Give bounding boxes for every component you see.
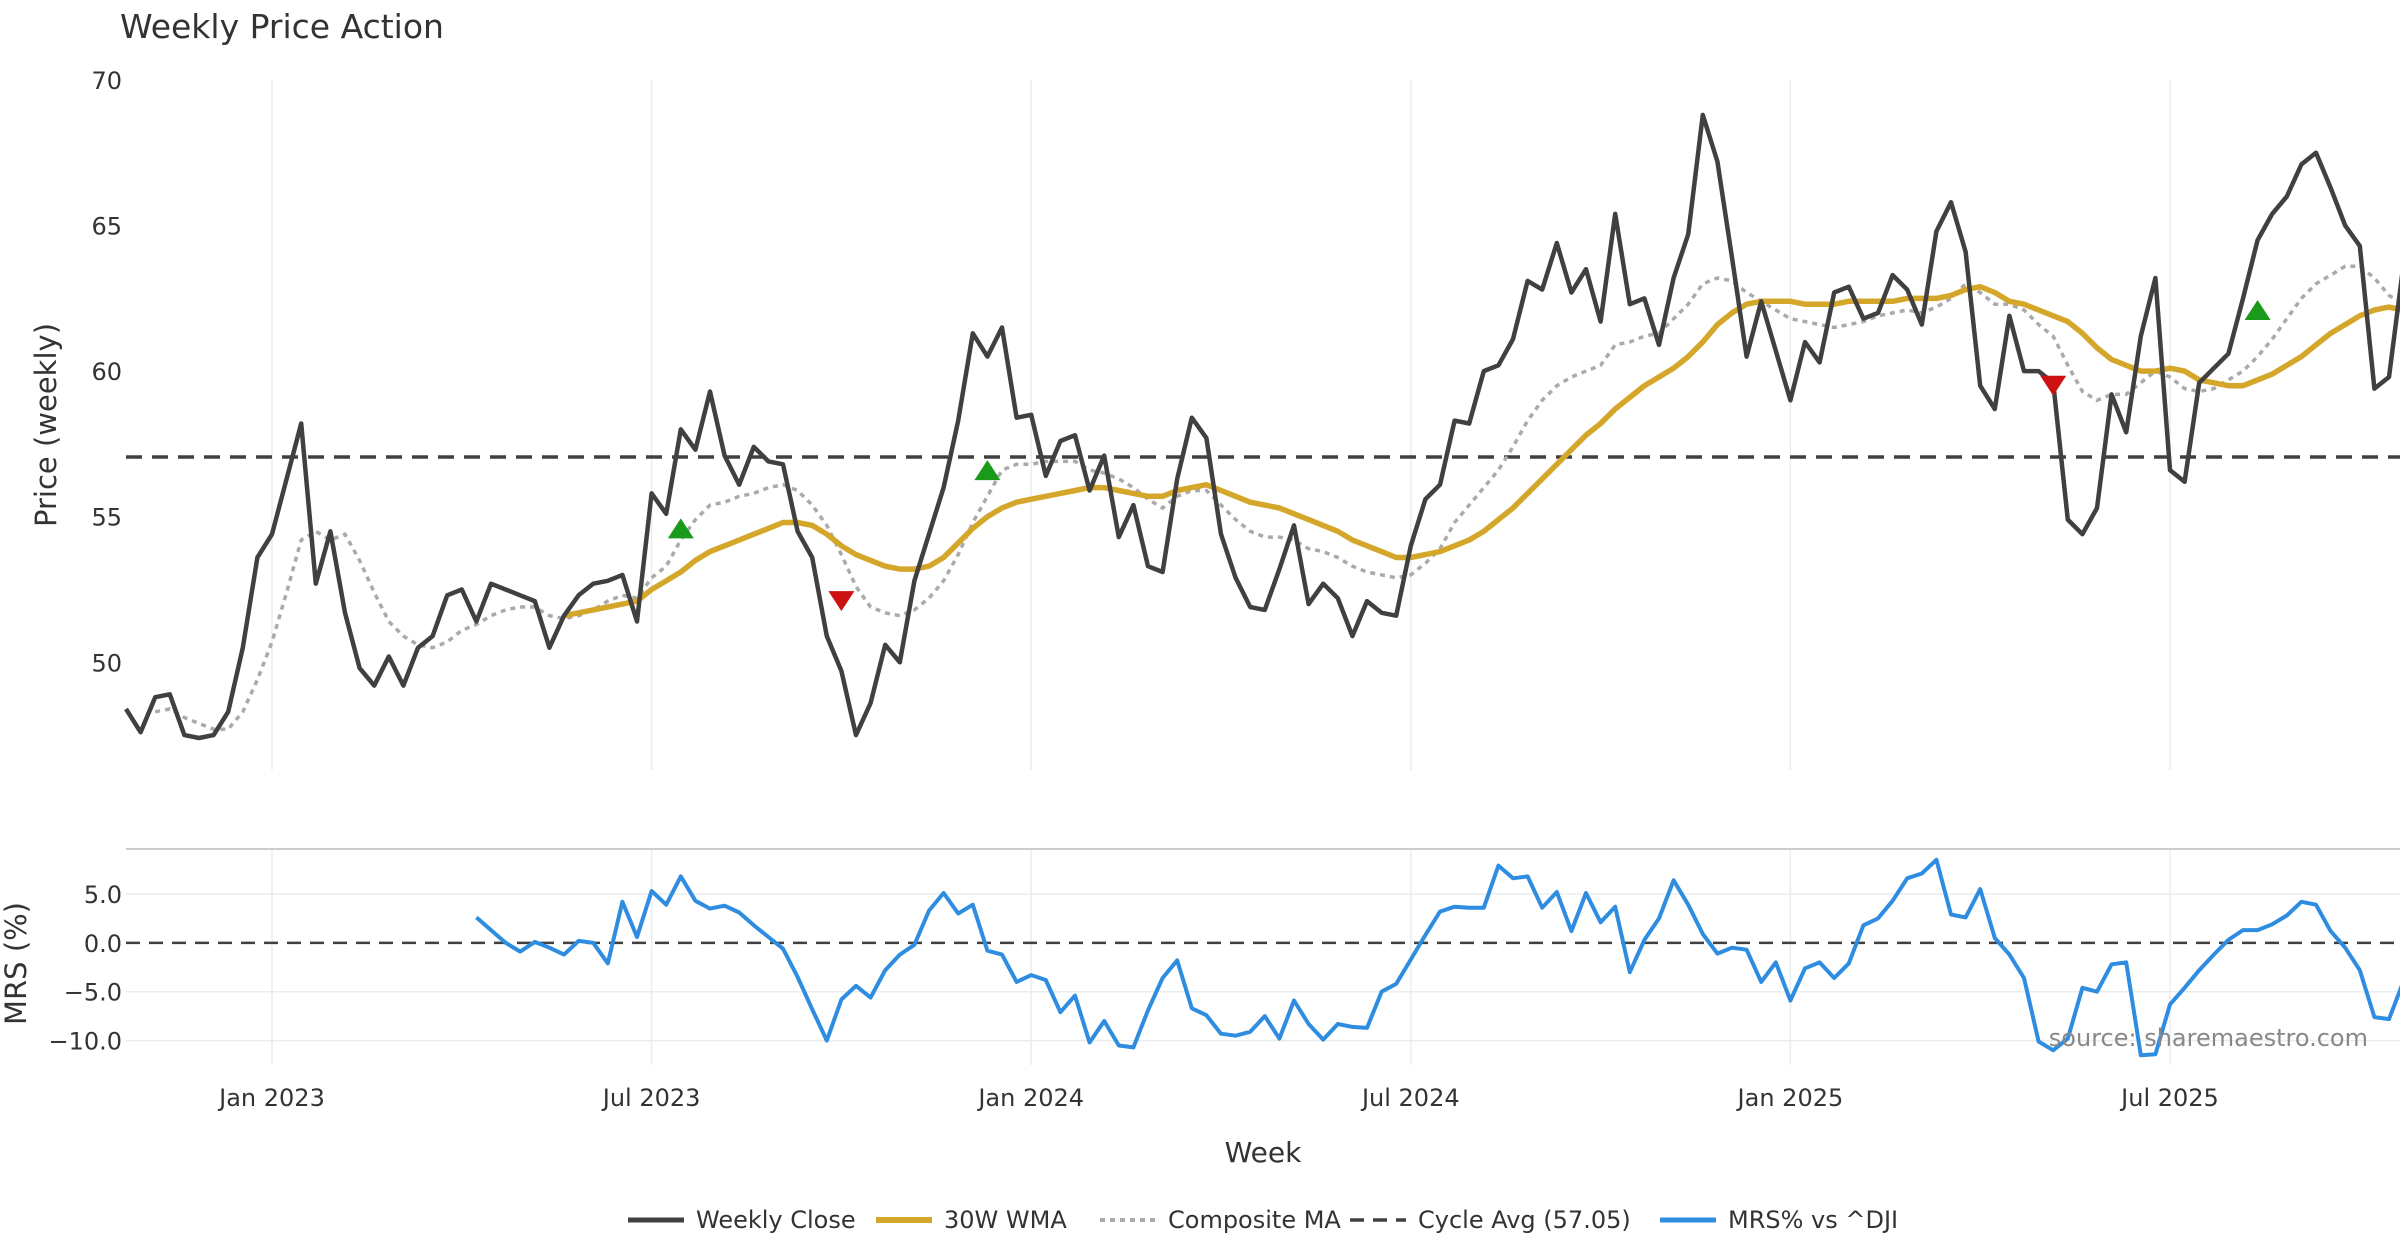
mrs-line — [475, 857, 2400, 1058]
x-tick-label: Jan 2023 — [217, 1084, 325, 1112]
mrs-y-axis-label: MRS (%) — [0, 902, 33, 1025]
composite-ma-line — [154, 264, 2400, 731]
mrs-ytick-label: −5.0 — [64, 979, 122, 1007]
price-ytick-label: 55 — [91, 504, 122, 532]
legend-label: Cycle Avg (57.05) — [1418, 1206, 1631, 1234]
legend-label: Weekly Close — [696, 1206, 856, 1234]
price-ytick-label: 60 — [91, 358, 122, 386]
mrs-ytick-label: 5.0 — [84, 881, 122, 909]
buy-signal-marker — [974, 460, 1001, 481]
chart-title: Weekly Price Action — [120, 7, 444, 46]
legend-label: Composite MA — [1168, 1206, 1341, 1234]
sell-signal-marker — [828, 591, 855, 612]
mrs-ytick-label: −10.0 — [48, 1028, 122, 1056]
price-ytick-label: 65 — [91, 213, 122, 241]
x-tick-label: Jul 2024 — [1360, 1084, 1460, 1112]
x-tick-label: Jul 2025 — [2119, 1084, 2219, 1112]
legend-label: 30W WMA — [944, 1206, 1067, 1234]
wma-30-line — [563, 283, 2400, 619]
x-axis: Jan 2023 Jul 2023 Jan 2024 Jul 2024 Jan 2025… — [217, 1084, 2219, 1112]
price-ytick-label: 50 — [91, 649, 122, 677]
price-ytick-label: 70 — [91, 67, 122, 95]
sell-signal-marker — [2040, 375, 2067, 396]
vertical-gridlines — [271, 80, 2171, 1065]
mrs-panel: 5.0 0.0 −5.0 −10.0 MRS (%) — [0, 848, 2400, 1058]
legend-label: MRS% vs ^DJI — [1728, 1206, 1898, 1234]
x-tick-label: Jan 2024 — [976, 1084, 1084, 1112]
weekly-close-line — [124, 112, 2400, 741]
price-panel: 50 55 60 65 70 Price (weekly) — [29, 67, 2400, 741]
buy-signal-marker — [2244, 300, 2271, 320]
x-tick-label: Jul 2023 — [601, 1084, 701, 1112]
price-y-axis-label: Price (weekly) — [29, 323, 63, 527]
legend: Weekly Close 30W WMA Composite MA Cycle Avg… — [628, 1206, 1898, 1234]
source-note: source: sharemaestro.com — [2049, 1024, 2368, 1052]
x-tick-label: Jan 2025 — [1736, 1084, 1844, 1112]
mrs-ytick-label: 0.0 — [84, 930, 122, 958]
x-axis-label: Week — [1225, 1136, 1302, 1169]
buy-signal-marker — [667, 518, 694, 539]
